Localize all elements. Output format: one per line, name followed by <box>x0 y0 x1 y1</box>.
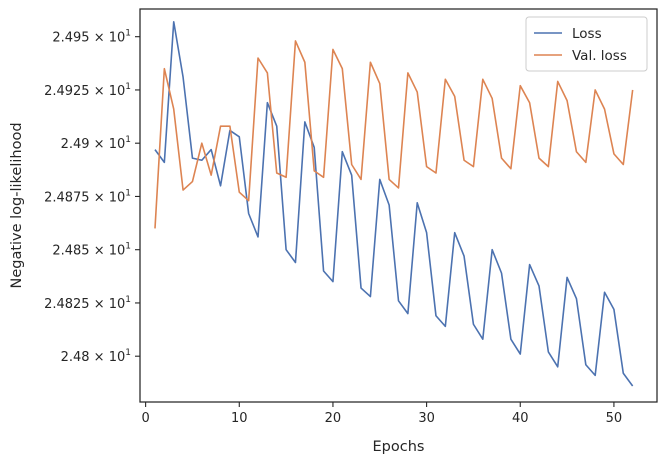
x-tick-label: 10 <box>231 411 248 426</box>
y-tick-label: 2.485 × 101 <box>52 242 131 259</box>
x-tick-label: 50 <box>606 411 623 426</box>
y-axis: 2.48 × 101 2.4825 × 101 2.485 × 101 2.4875 … <box>44 29 140 365</box>
y-tick-label: 2.4925 × 101 <box>44 82 131 99</box>
x-axis-label: Epochs <box>373 439 425 455</box>
legend-label-loss: Loss <box>572 26 602 42</box>
x-tick-label: 20 <box>325 411 342 426</box>
axes-frame <box>139 8 658 403</box>
series-line-val-loss <box>154 40 634 229</box>
y-tick-label: 2.49 × 101 <box>61 135 131 152</box>
x-axis: 0 10 20 30 40 50 <box>141 402 622 426</box>
legend: Loss Val. loss <box>525 16 648 72</box>
legend-box <box>525 16 648 72</box>
x-tick-label: 0 <box>141 411 149 426</box>
x-tick-label: 40 <box>512 411 529 426</box>
series-line-loss <box>154 20 634 387</box>
x-tick-label: 30 <box>418 411 435 426</box>
y-axis-label: Negative log-likelihood <box>9 122 25 288</box>
y-tick-label: 2.48 × 101 <box>61 348 131 365</box>
y-tick-label: 2.495 × 101 <box>52 29 131 46</box>
y-tick-label: 2.4825 × 101 <box>44 295 131 312</box>
plot-lines <box>154 20 634 387</box>
legend-label-val-loss: Val. loss <box>572 48 627 64</box>
y-tick-label: 2.4875 × 101 <box>44 188 131 205</box>
